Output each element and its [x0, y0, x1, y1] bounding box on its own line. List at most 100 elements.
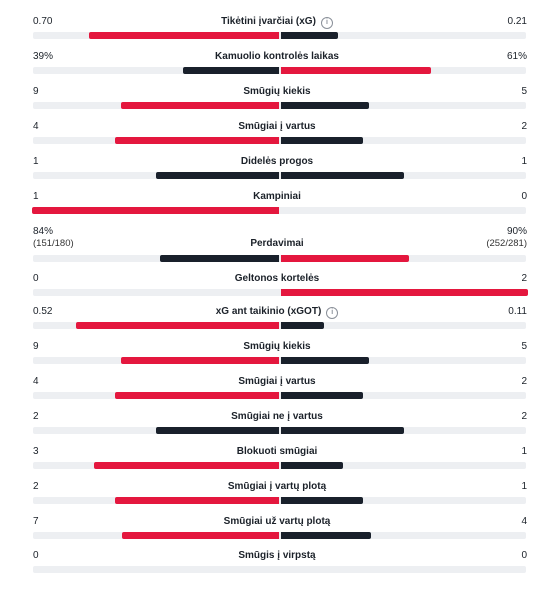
home-value-text: 2 — [33, 411, 39, 422]
stat-label-text: Tikėtini įvarčiai (xG) — [221, 16, 316, 27]
home-value: 84% (151/180) — [33, 226, 74, 250]
home-value-text: 9 — [33, 341, 39, 352]
home-value: 1 — [33, 191, 39, 203]
home-value-text: 4 — [33, 376, 39, 387]
away-bar — [280, 497, 363, 504]
home-value: 39% — [33, 51, 53, 63]
home-bar — [155, 427, 279, 434]
home-bar — [88, 32, 279, 39]
away-value-text: 5 — [521, 86, 527, 97]
away-value-text: 0.21 — [507, 16, 527, 27]
home-bar — [159, 255, 279, 262]
away-value: 5 — [521, 86, 527, 98]
stat-label-text: Smūgiai už vartų plotą — [223, 516, 331, 527]
away-value-text: 5 — [521, 341, 527, 352]
away-bar — [280, 172, 404, 179]
home-value-text: 1 — [33, 156, 39, 167]
home-value: 2 — [33, 411, 39, 423]
away-bar — [280, 289, 528, 296]
stat-label-text: Kamuolio kontrolės laikas — [215, 51, 339, 62]
stat-track — [31, 207, 526, 214]
stat-row: Tikėtini įvarčiai (xG) i 0.70 0.21 — [0, 16, 554, 40]
away-bar — [280, 427, 404, 434]
away-bar — [280, 392, 363, 399]
away-bar — [280, 462, 343, 469]
stat-row: Smūgis į virpstą 0 0 — [0, 550, 554, 574]
home-bar — [114, 497, 279, 504]
info-icon[interactable]: i — [320, 17, 333, 29]
home-bar — [121, 532, 279, 539]
stat-label-text: Smūgiai ne į vartus — [231, 411, 323, 422]
home-sub-value: (151/180) — [33, 238, 74, 249]
away-bar — [280, 67, 431, 74]
away-bar — [280, 102, 369, 109]
stat-label-text: Smūgių kiekis — [243, 86, 311, 97]
away-bar — [280, 322, 324, 329]
home-value-text: 0 — [33, 550, 39, 561]
home-bar — [182, 67, 279, 74]
stat-label: Smūgiai į vartus — [0, 376, 554, 388]
stat-label-text: Smūgių kiekis — [243, 341, 311, 352]
stat-track — [33, 427, 526, 434]
stat-row: Smūgių kiekis 9 5 — [0, 86, 554, 110]
away-value: 90% (252/281) — [486, 226, 527, 250]
home-value: 0 — [33, 550, 39, 562]
stat-label: Smūgis į virpstą — [0, 550, 554, 562]
away-value-text: 2 — [521, 121, 527, 132]
info-icon[interactable]: i — [326, 307, 339, 319]
stat-track — [33, 392, 526, 399]
stat-row: Smūgiai ne į vartus 2 2 — [0, 411, 554, 435]
stat-label-text: Smūgiai į vartus — [238, 121, 316, 132]
home-bar — [155, 172, 279, 179]
stat-label-text: Smūgis į virpstą — [238, 550, 316, 561]
stat-row: Kampiniai 1 0 — [0, 191, 554, 215]
stat-label: Perdavimai — [0, 238, 554, 250]
home-value-text: 4 — [33, 121, 39, 132]
home-value: 4 — [33, 376, 39, 388]
stat-label: Tikėtini įvarčiai (xG) i — [0, 16, 554, 29]
away-value-text: 2 — [521, 273, 527, 284]
stat-label: Kampiniai — [0, 191, 554, 203]
stat-label-text: Perdavimai — [250, 238, 304, 249]
away-value: 0 — [521, 550, 527, 562]
stat-track — [33, 137, 526, 144]
stat-track — [33, 497, 526, 504]
away-value-text: 90% — [506, 226, 527, 237]
home-value: 3 — [33, 446, 39, 458]
away-value: 5 — [521, 341, 527, 353]
home-bar — [93, 462, 279, 469]
stat-label-text: xG ant taikinio (xGOT) — [215, 306, 322, 317]
stat-track — [33, 172, 526, 179]
stat-row: Kamuolio kontrolės laikas 39% 61% — [0, 51, 554, 75]
stat-label: Geltonos kortelės — [0, 273, 554, 285]
away-bar — [280, 137, 363, 144]
away-value-text: 0 — [521, 191, 527, 202]
stat-label: Blokuoti smūgiai — [0, 446, 554, 458]
stat-row: Didelės progos 1 1 — [0, 156, 554, 180]
stat-row: xG ant taikinio (xGOT) i 0.52 0.11 — [0, 306, 554, 330]
away-value: 1 — [521, 156, 527, 168]
away-bar — [280, 532, 371, 539]
home-value-text: 2 — [33, 481, 39, 492]
stat-label: Didelės progos — [0, 156, 554, 168]
away-value: 61% — [507, 51, 527, 63]
away-value: 0 — [521, 191, 527, 203]
stat-label: xG ant taikinio (xGOT) i — [0, 306, 554, 319]
stat-row: Smūgiai už vartų plotą 7 4 — [0, 516, 554, 540]
stat-label: Smūgiai ne į vartus — [0, 411, 554, 423]
stat-label-text: Kampiniai — [253, 191, 301, 202]
stat-track — [33, 462, 526, 469]
away-value-text: 4 — [521, 516, 527, 527]
stat-track — [33, 102, 526, 109]
home-value: 0.52 — [33, 306, 52, 318]
stat-track — [33, 255, 526, 262]
away-sub-value: (252/281) — [486, 238, 527, 249]
stat-row: Geltonos kortelės 0 2 — [0, 273, 554, 297]
stat-row: Smūgių kiekis 9 5 — [0, 341, 554, 365]
stat-track — [33, 566, 526, 573]
away-value-text: 1 — [521, 156, 527, 167]
stat-label-text: Blokuoti smūgiai — [236, 446, 318, 457]
stat-label-text: Didelės progos — [240, 156, 314, 167]
home-value-text: 7 — [33, 516, 39, 527]
